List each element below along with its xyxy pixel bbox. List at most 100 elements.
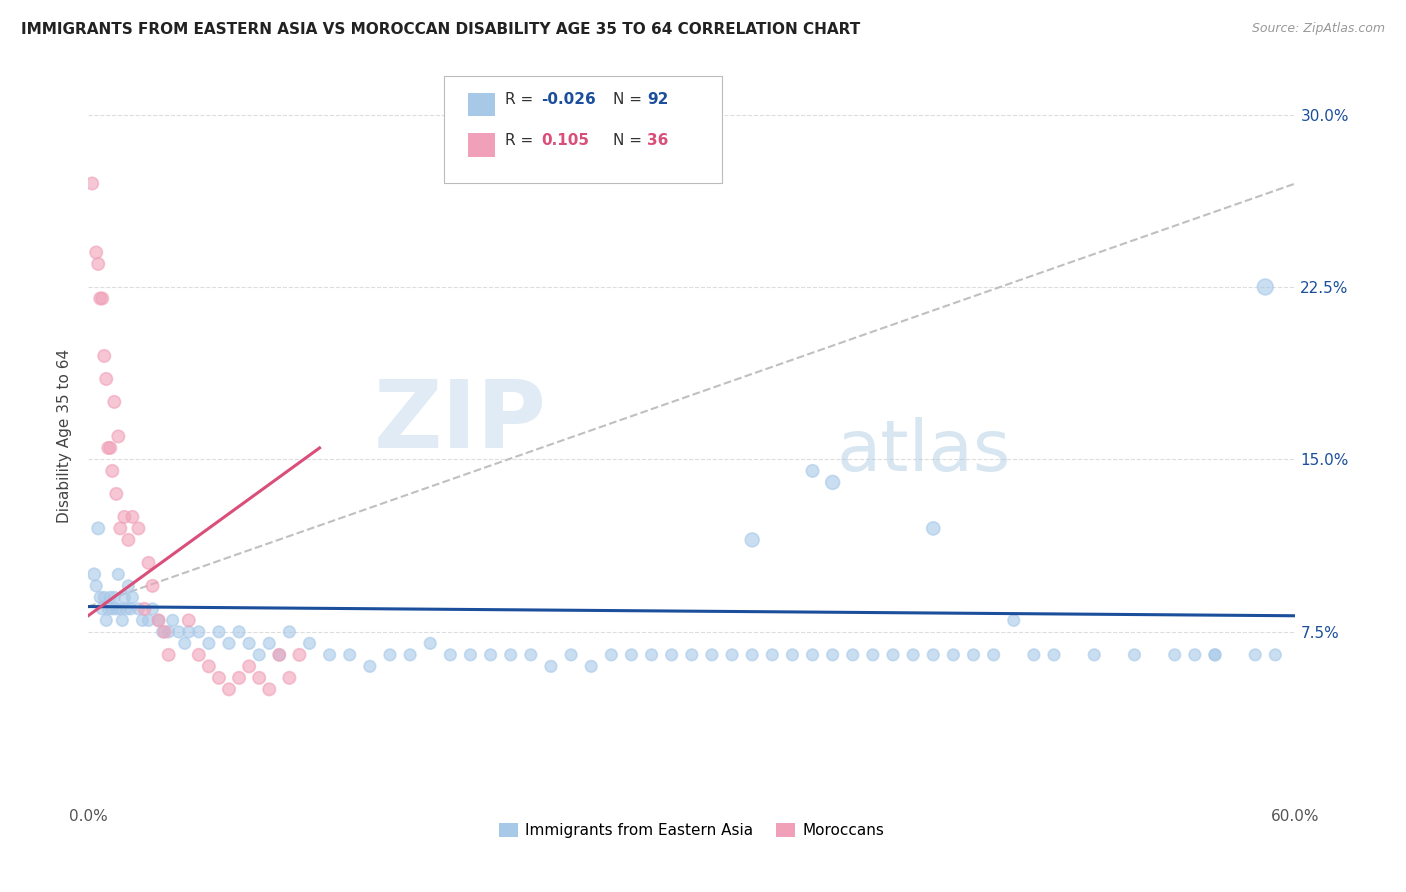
Text: Source: ZipAtlas.com: Source: ZipAtlas.com — [1251, 22, 1385, 36]
Point — [138, 556, 160, 570]
Point — [112, 509, 135, 524]
Point — [1264, 648, 1286, 662]
Text: IMMIGRANTS FROM EASTERN ASIA VS MOROCCAN DISABILITY AGE 35 TO 64 CORRELATION CHA: IMMIGRANTS FROM EASTERN ASIA VS MOROCCAN… — [21, 22, 860, 37]
Point — [962, 648, 984, 662]
Point — [922, 521, 945, 535]
Text: 92: 92 — [647, 92, 668, 107]
Text: -0.026: -0.026 — [541, 92, 596, 107]
Point — [269, 648, 291, 662]
Point — [148, 613, 170, 627]
Point — [1244, 648, 1267, 662]
Point — [318, 648, 340, 662]
Point — [97, 441, 120, 455]
Point — [138, 613, 160, 627]
Point — [1204, 648, 1226, 662]
Point — [152, 624, 174, 639]
Point — [460, 648, 482, 662]
Point — [1022, 648, 1045, 662]
Point — [439, 648, 461, 662]
Point — [228, 671, 250, 685]
Point — [399, 648, 422, 662]
Point — [101, 602, 124, 616]
Point — [111, 613, 134, 627]
Y-axis label: Disability Age 35 to 64: Disability Age 35 to 64 — [58, 350, 72, 524]
Point — [82, 177, 104, 191]
Point — [278, 624, 301, 639]
Point — [198, 659, 221, 673]
Point — [103, 591, 125, 605]
Point — [91, 602, 114, 616]
Point — [821, 648, 844, 662]
Point — [101, 464, 124, 478]
Point — [419, 636, 441, 650]
Point — [98, 591, 121, 605]
Text: R =: R = — [505, 92, 538, 107]
Point — [782, 648, 804, 662]
Point — [801, 464, 824, 478]
Point — [479, 648, 502, 662]
Text: 0.105: 0.105 — [541, 133, 589, 147]
Point — [117, 533, 139, 547]
Point — [600, 648, 623, 662]
Point — [110, 521, 132, 535]
Point — [942, 648, 965, 662]
Point — [208, 671, 231, 685]
Point — [1002, 613, 1025, 627]
Point — [247, 671, 270, 685]
Point — [107, 429, 129, 443]
Point — [198, 636, 221, 650]
Point — [499, 648, 522, 662]
Point — [339, 648, 361, 662]
Point — [157, 648, 180, 662]
Point — [761, 648, 783, 662]
Point — [148, 613, 170, 627]
Point — [103, 395, 125, 409]
Point — [84, 245, 107, 260]
Point — [187, 648, 209, 662]
Point — [681, 648, 703, 662]
Point — [89, 591, 111, 605]
Point — [378, 648, 401, 662]
Point — [901, 648, 924, 662]
Point — [177, 624, 200, 639]
Point — [153, 624, 176, 639]
Point — [112, 591, 135, 605]
Point — [115, 602, 138, 616]
Point — [1184, 648, 1206, 662]
FancyBboxPatch shape — [444, 76, 723, 183]
Point — [141, 602, 163, 616]
Point — [107, 567, 129, 582]
Point — [288, 648, 311, 662]
Point — [228, 624, 250, 639]
Text: N =: N = — [613, 133, 647, 147]
FancyBboxPatch shape — [468, 133, 495, 157]
Point — [1043, 648, 1066, 662]
Point — [83, 567, 105, 582]
Point — [801, 648, 824, 662]
Point — [238, 659, 260, 673]
Point — [238, 636, 260, 650]
Point — [91, 292, 114, 306]
Point — [187, 624, 209, 639]
Point — [121, 509, 143, 524]
Point — [257, 682, 280, 697]
Point — [98, 441, 121, 455]
Point — [560, 648, 582, 662]
Point — [218, 636, 240, 650]
Point — [93, 349, 115, 363]
Point — [87, 521, 110, 535]
Point — [1254, 280, 1277, 294]
Point — [121, 591, 143, 605]
Point — [620, 648, 643, 662]
Point — [540, 659, 562, 673]
Legend: Immigrants from Eastern Asia, Moroccans: Immigrants from Eastern Asia, Moroccans — [494, 817, 890, 845]
Point — [278, 671, 301, 685]
Point — [134, 602, 156, 616]
Point — [882, 648, 904, 662]
Point — [131, 613, 153, 627]
Point — [741, 533, 763, 547]
Point — [127, 521, 149, 535]
Point — [110, 602, 132, 616]
Point — [177, 613, 200, 627]
Text: R =: R = — [505, 133, 543, 147]
